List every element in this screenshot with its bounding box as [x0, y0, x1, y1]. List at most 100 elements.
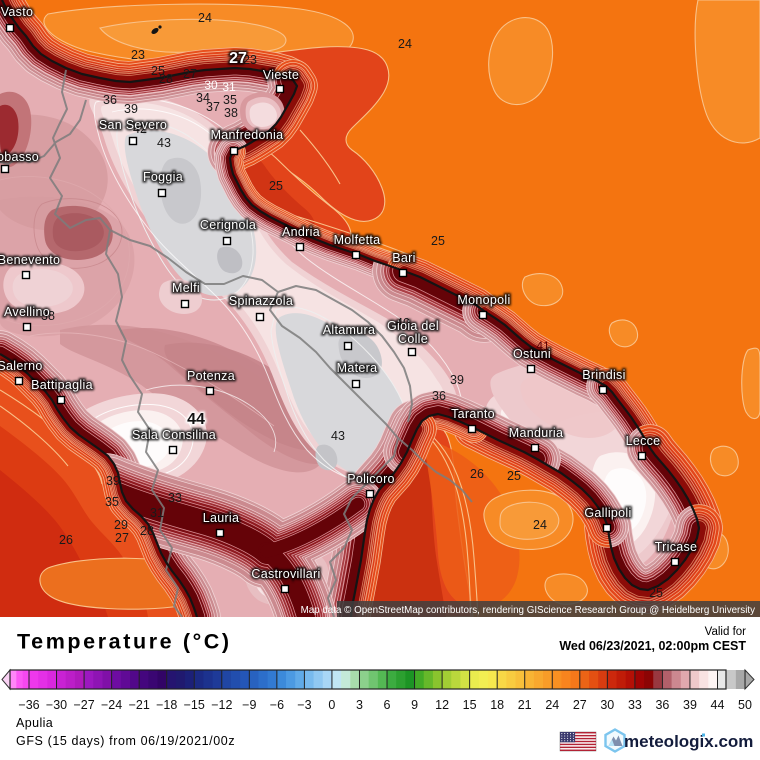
svg-text:Cerignola: Cerignola: [200, 218, 256, 232]
svg-text:36: 36: [655, 698, 669, 712]
svg-text:50: 50: [738, 698, 752, 712]
svg-text:−24: −24: [101, 698, 122, 712]
svg-text:Vasto: Vasto: [1, 5, 34, 19]
svg-text:Avellino: Avellino: [4, 305, 50, 319]
svg-text:27: 27: [183, 67, 197, 81]
svg-text:−30: −30: [46, 698, 67, 712]
svg-text:Vieste: Vieste: [263, 68, 299, 82]
svg-text:Map data © OpenStreetMap contr: Map data © OpenStreetMap contributors, r…: [301, 605, 756, 616]
svg-text:28: 28: [159, 72, 173, 86]
svg-text:−15: −15: [184, 698, 205, 712]
svg-text:21: 21: [518, 698, 532, 712]
svg-text:Melfi: Melfi: [172, 281, 200, 295]
svg-text:Matera: Matera: [337, 361, 378, 375]
svg-text:25: 25: [269, 179, 283, 193]
svg-text:Taranto: Taranto: [451, 407, 495, 421]
svg-text:Cerignola: Cerignola: [200, 218, 256, 232]
svg-text:obasso: obasso: [0, 150, 39, 164]
svg-text:−18: −18: [156, 698, 177, 712]
svg-text:Policoro: Policoro: [347, 472, 395, 486]
svg-text:39: 39: [106, 474, 120, 488]
svg-text:30: 30: [600, 698, 614, 712]
svg-text:Spinazzola: Spinazzola: [229, 294, 293, 308]
svg-text:−3: −3: [297, 698, 311, 712]
svg-text:44: 44: [711, 698, 725, 712]
svg-text:41: 41: [536, 339, 550, 353]
svg-text:Lecce: Lecce: [626, 434, 661, 448]
svg-text:18: 18: [490, 698, 504, 712]
svg-text:Ostuni: Ostuni: [513, 347, 551, 361]
svg-text:Brindisi: Brindisi: [582, 368, 625, 382]
svg-text:24: 24: [198, 11, 212, 25]
svg-text:9: 9: [411, 698, 418, 712]
svg-text:Temperature (°C): Temperature (°C): [17, 630, 232, 654]
svg-text:12: 12: [435, 698, 449, 712]
svg-text:meteologix.com: meteologix.com: [624, 732, 753, 751]
svg-text:Tricase: Tricase: [655, 540, 698, 554]
svg-text:26: 26: [59, 533, 73, 547]
svg-text:Brindisi: Brindisi: [582, 368, 625, 382]
svg-text:Colle: Colle: [398, 332, 428, 346]
svg-text:Monopoli: Monopoli: [457, 293, 510, 307]
svg-text:Monopoli: Monopoli: [457, 293, 510, 307]
svg-text:−6: −6: [270, 698, 284, 712]
svg-text:42: 42: [133, 122, 147, 136]
svg-text:27: 27: [229, 50, 247, 67]
svg-text:0: 0: [328, 698, 335, 712]
svg-text:Bari: Bari: [392, 251, 415, 265]
svg-text:23: 23: [131, 48, 145, 62]
svg-text:24: 24: [545, 698, 559, 712]
svg-text:25: 25: [507, 469, 521, 483]
svg-text:15: 15: [463, 698, 477, 712]
svg-text:Salerno: Salerno: [0, 359, 43, 373]
svg-text:Wed 06/23/2021, 02:00pm CEST: Wed 06/23/2021, 02:00pm CEST: [559, 639, 746, 653]
svg-text:44: 44: [187, 411, 205, 428]
svg-text:35: 35: [105, 495, 119, 509]
svg-text:40: 40: [396, 316, 410, 330]
svg-text:36: 36: [103, 93, 117, 107]
svg-text:Battipaglia: Battipaglia: [31, 378, 93, 392]
svg-text:25: 25: [649, 586, 663, 600]
svg-text:Gallipoli: Gallipoli: [584, 506, 631, 520]
svg-text:Castrovillari: Castrovillari: [251, 567, 320, 581]
svg-text:San Severo: San Severo: [99, 118, 167, 132]
svg-text:Apulia: Apulia: [16, 716, 53, 730]
svg-text:Molfetta: Molfetta: [334, 233, 381, 247]
svg-text:Vasto: Vasto: [1, 5, 34, 19]
svg-text:Valid for: Valid for: [705, 626, 747, 638]
svg-text:Benevento: Benevento: [0, 253, 60, 267]
svg-text:Melfi: Melfi: [172, 281, 200, 295]
svg-text:Taranto: Taranto: [451, 407, 495, 421]
svg-text:35: 35: [223, 93, 237, 107]
svg-text:38: 38: [224, 106, 238, 120]
svg-text:31: 31: [150, 506, 164, 520]
svg-text:Castrovillari: Castrovillari: [251, 567, 320, 581]
svg-text:26: 26: [470, 467, 484, 481]
svg-text:Policoro: Policoro: [347, 472, 395, 486]
svg-text:GFS (15 days) from 06/19/2021: GFS (15 days) from 06/19/2021/00z: [16, 734, 235, 748]
svg-text:Gioia del: Gioia del: [387, 319, 439, 333]
svg-text:37: 37: [206, 100, 220, 114]
svg-text:Potenza: Potenza: [187, 369, 235, 383]
svg-text:23: 23: [243, 53, 257, 67]
svg-text:Altamura: Altamura: [323, 323, 375, 337]
svg-text:27: 27: [115, 531, 129, 545]
svg-text:−27: −27: [73, 698, 94, 712]
svg-text:39: 39: [683, 698, 697, 712]
svg-text:−36: −36: [18, 698, 39, 712]
svg-text:31: 31: [222, 80, 236, 94]
svg-text:−21: −21: [129, 698, 150, 712]
svg-text:33: 33: [628, 698, 642, 712]
svg-text:Foggia: Foggia: [143, 170, 183, 184]
svg-text:Potenza: Potenza: [187, 369, 235, 383]
svg-text:Gioia del: Gioia del: [387, 319, 439, 333]
svg-text:Matera: Matera: [337, 361, 378, 375]
svg-text:Benevento: Benevento: [0, 253, 60, 267]
svg-text:39: 39: [124, 102, 138, 116]
svg-text:27: 27: [229, 50, 247, 67]
svg-text:6: 6: [384, 698, 391, 712]
svg-text:−9: −9: [242, 698, 256, 712]
svg-text:Lecce: Lecce: [626, 434, 661, 448]
svg-text:Foggia: Foggia: [143, 170, 183, 184]
svg-text:Manduria: Manduria: [509, 426, 564, 440]
